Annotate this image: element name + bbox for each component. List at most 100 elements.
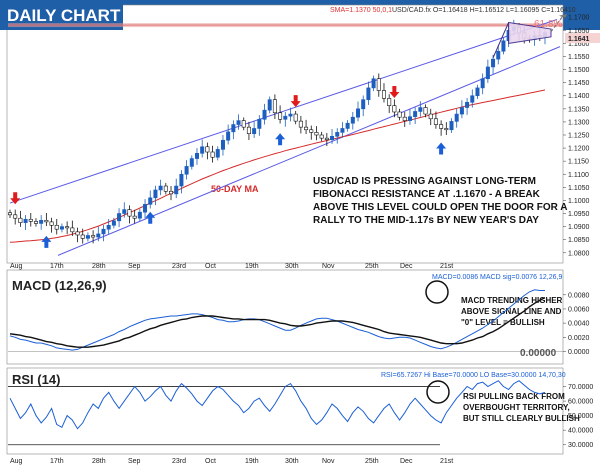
candle-body — [236, 120, 241, 125]
macd-y-tick-label: 0.0060 — [568, 306, 590, 313]
ohlc-info: USD/CAD.fx O=1.16418 H=1.16512 L=1.16095… — [392, 7, 576, 14]
date-x-tick-label: Nov — [322, 263, 335, 270]
macd-y-tick-label: 0.0080 — [568, 292, 590, 299]
candle-body — [122, 209, 127, 214]
candle-body — [179, 173, 184, 187]
candle-body — [252, 128, 257, 134]
rsi-highlight-circle — [426, 380, 450, 404]
date-x-tick-label: 30th — [285, 263, 299, 270]
rsi-layer — [8, 380, 546, 446]
support-arrow-up — [436, 142, 447, 155]
candle-body — [246, 126, 251, 134]
candle-body — [267, 99, 272, 111]
price-y-tick-label: 1.1200 — [568, 146, 590, 153]
candle-body — [241, 120, 246, 128]
macd-y-tick-label: 0.0000 — [568, 349, 590, 356]
sma50-line — [9, 89, 546, 243]
candle-body — [33, 221, 38, 224]
candle-body — [194, 153, 199, 159]
breakout-line — [492, 22, 510, 58]
candle-body — [283, 115, 288, 120]
date-x-tick-label-bottom: Aug — [10, 458, 23, 465]
candle-body — [148, 197, 153, 205]
candle-body — [475, 87, 480, 97]
candle-body — [407, 116, 412, 121]
main-annotation: USD/CAD IS PRESSING AGAINST LONG-TERM FI… — [313, 176, 567, 226]
candle-body — [174, 185, 179, 195]
candle-body — [485, 66, 490, 80]
price-y-tick-label: 1.1450 — [568, 80, 590, 87]
chart-title-overlay: DAILY CHART — [7, 6, 121, 25]
price-y-tick-label: 1.1000 — [568, 198, 590, 205]
price-y-tick-label: 1.0900 — [568, 224, 590, 231]
date-x-tick-label: 17th — [50, 263, 64, 270]
candle-body — [423, 107, 428, 115]
resistance-arrow-down — [290, 95, 301, 108]
macd-info: MACD=0.0086 MACD sig=0.0076 12,26,9 — [432, 274, 562, 281]
candle-body — [330, 136, 335, 141]
candle-body — [75, 231, 80, 236]
date-x-tick-label: 25th — [365, 263, 379, 270]
candle-body — [278, 112, 283, 120]
support-arrow-up — [275, 133, 286, 146]
date-x-tick-label: Dec — [400, 263, 413, 270]
main-annotation-line-1: USD/CAD IS PRESSING AGAINST LONG-TERM — [313, 176, 536, 187]
candle-body — [459, 107, 464, 115]
candle-body — [226, 131, 231, 141]
resistance-arrow-down — [389, 85, 400, 98]
date-x-tick-label: Sep — [128, 263, 141, 270]
rsi-y-tick-label: 40.0000 — [568, 428, 593, 435]
date-x-tick-label-bottom: 21st — [440, 458, 453, 465]
candle-body — [454, 113, 459, 122]
candle-body — [470, 95, 475, 103]
date-x-tick-label: 19th — [245, 263, 259, 270]
candle-body — [309, 129, 314, 133]
rsi-panel — [6, 367, 564, 455]
candle-body — [444, 128, 449, 131]
candle-body — [65, 226, 70, 229]
macd-title: MACD (12,26,9) — [12, 278, 107, 293]
date-x-tick-label-bottom: Oct — [205, 458, 216, 465]
macd-y-tick-label: 0.0040 — [568, 321, 590, 328]
candle-body — [153, 189, 158, 199]
candle-body — [501, 40, 506, 52]
triangle-pattern — [508, 21, 552, 44]
candle-body — [496, 50, 501, 60]
candle-body — [210, 151, 215, 158]
price-layer — [8, 14, 567, 256]
date-x-tick-label: Aug — [10, 263, 23, 270]
candle-body — [39, 220, 44, 224]
sma-info: SMA=1.1370 50,0,1 — [330, 7, 392, 14]
date-x-tick-label: 21st — [440, 263, 453, 270]
date-x-tick-label: 28th — [92, 263, 106, 270]
rsi-annotation-line-1: RSI PULLING BACK FROM — [463, 392, 565, 401]
rsi-info: RSI=65.7267 Hi Base=70.0000 LO Base=30.0… — [381, 372, 566, 379]
rsi-annotation: RSI PULLING BACK FROM OVERBOUGHT TERRITO… — [463, 392, 580, 423]
rsi-annotation-line-2: OVERBOUGHT TERRITORY, — [463, 403, 570, 412]
candle-body — [205, 146, 210, 153]
price-y-tick-label: 1.1250 — [568, 133, 590, 140]
axis-layer: 1.1700 1.1650 1.1600 1.1550 1.1500 1.1450 1.14… — [10, 15, 593, 465]
candle-body — [371, 78, 376, 89]
candle-body — [257, 118, 262, 129]
candle-body — [231, 124, 236, 133]
rsi-annotation-line-3: BUT STILL CLEARLY BULLISH — [463, 414, 580, 423]
last-price-tag — [565, 33, 600, 43]
price-y-tick-label: 1.1300 — [568, 119, 590, 126]
main-annotation-line-4: RALLY TO THE MID-1.17s BY NEW YEAR'S DAY — [313, 215, 539, 226]
candle-body — [340, 128, 345, 133]
candle-body — [480, 78, 485, 89]
candle-body — [59, 226, 64, 230]
candle-body — [335, 132, 340, 137]
date-x-tick-label-bottom: Nov — [322, 458, 335, 465]
macd-y-tick-label: 0.0020 — [568, 335, 590, 342]
candle-body — [80, 234, 85, 239]
price-y-tick-label: 1.1500 — [568, 67, 590, 74]
date-x-tick-label: 23rd — [172, 263, 186, 270]
candle-body — [366, 87, 371, 100]
date-x-tick-label: Oct — [205, 263, 216, 270]
candle-body — [49, 221, 54, 226]
candle-body — [392, 105, 397, 113]
